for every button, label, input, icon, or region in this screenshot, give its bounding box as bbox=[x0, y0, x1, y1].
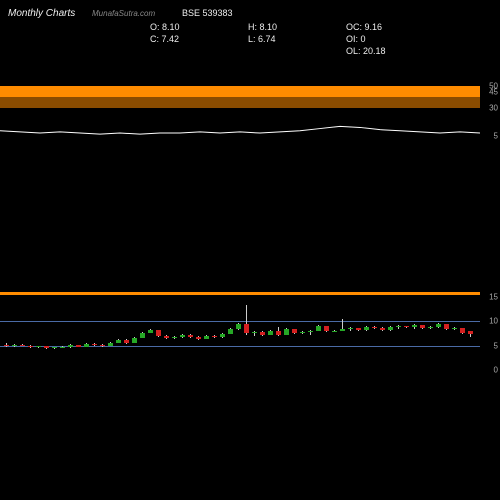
candle bbox=[404, 326, 409, 327]
chart-header: Monthly Charts MunafaSutra.com BSE 53938… bbox=[0, 6, 500, 40]
candle bbox=[444, 324, 449, 329]
axis-label: 5 bbox=[494, 132, 498, 141]
candle bbox=[420, 325, 425, 328]
candle bbox=[308, 331, 313, 332]
candle bbox=[156, 330, 161, 336]
candle bbox=[84, 344, 89, 347]
candle bbox=[36, 346, 41, 347]
candle bbox=[460, 328, 465, 333]
candle bbox=[236, 324, 241, 329]
candle bbox=[44, 346, 49, 347]
indicator-line bbox=[0, 86, 480, 142]
axis-label: 10 bbox=[489, 317, 498, 326]
ohlc-oc: OC: 9.16 bbox=[346, 22, 382, 32]
candle bbox=[436, 324, 441, 327]
candle bbox=[188, 335, 193, 337]
candle bbox=[340, 329, 345, 330]
candle bbox=[260, 332, 265, 335]
candle bbox=[52, 347, 57, 348]
indicator-panel: 5304550 bbox=[0, 86, 480, 142]
candle bbox=[116, 340, 121, 343]
candle bbox=[108, 343, 113, 346]
candle bbox=[468, 331, 473, 334]
candle bbox=[132, 338, 137, 343]
candle bbox=[28, 346, 33, 347]
candle bbox=[212, 336, 217, 337]
candle bbox=[300, 332, 305, 333]
candle bbox=[316, 326, 321, 331]
candle bbox=[356, 328, 361, 330]
candle bbox=[180, 335, 185, 337]
axis-label: 5 bbox=[494, 341, 498, 350]
candle bbox=[244, 324, 249, 333]
ohlc-ol: OL: 20.18 bbox=[346, 46, 386, 56]
candle bbox=[92, 344, 97, 345]
candle bbox=[68, 345, 73, 346]
axis-label: 30 bbox=[489, 104, 498, 113]
candle bbox=[380, 328, 385, 330]
price-panel: 051015 bbox=[0, 292, 480, 370]
candle bbox=[284, 329, 289, 335]
grid-line bbox=[0, 321, 480, 322]
ticker-symbol: BSE 539383 bbox=[182, 8, 233, 18]
axis-label: 50 bbox=[489, 82, 498, 91]
candle bbox=[172, 337, 177, 338]
candle bbox=[76, 345, 81, 346]
candle bbox=[100, 345, 105, 346]
candle bbox=[324, 326, 329, 331]
candle bbox=[164, 336, 169, 338]
ohlc-low: L: 6.74 bbox=[248, 34, 276, 44]
candle bbox=[452, 328, 457, 329]
candle bbox=[4, 345, 9, 346]
candle bbox=[228, 329, 233, 334]
ohlc-high: H: 8.10 bbox=[248, 22, 277, 32]
candle bbox=[332, 331, 337, 332]
candle bbox=[372, 327, 377, 328]
axis-label: 0 bbox=[494, 366, 498, 375]
chart-title: Monthly Charts bbox=[8, 8, 75, 19]
candle bbox=[148, 330, 153, 333]
candle bbox=[292, 329, 297, 333]
watermark: MunafaSutra.com bbox=[92, 9, 155, 18]
grid-line bbox=[0, 292, 480, 295]
candle bbox=[348, 328, 353, 329]
candle bbox=[140, 333, 145, 338]
candle bbox=[204, 336, 209, 339]
ohlc-close: C: 7.42 bbox=[150, 34, 179, 44]
candle bbox=[124, 340, 129, 343]
axis-label: 15 bbox=[489, 292, 498, 301]
candle bbox=[276, 331, 281, 335]
ohlc-oi: OI: 0 bbox=[346, 34, 366, 44]
candle bbox=[412, 325, 417, 327]
candle bbox=[60, 347, 65, 348]
candle bbox=[396, 326, 401, 327]
candle bbox=[196, 337, 201, 339]
candle bbox=[428, 327, 433, 328]
candle bbox=[252, 332, 257, 333]
candle bbox=[20, 345, 25, 346]
candle bbox=[388, 327, 393, 330]
candle bbox=[268, 331, 273, 335]
candle bbox=[364, 327, 369, 330]
candle bbox=[220, 334, 225, 337]
candle bbox=[12, 345, 17, 346]
ohlc-open: O: 8.10 bbox=[150, 22, 180, 32]
